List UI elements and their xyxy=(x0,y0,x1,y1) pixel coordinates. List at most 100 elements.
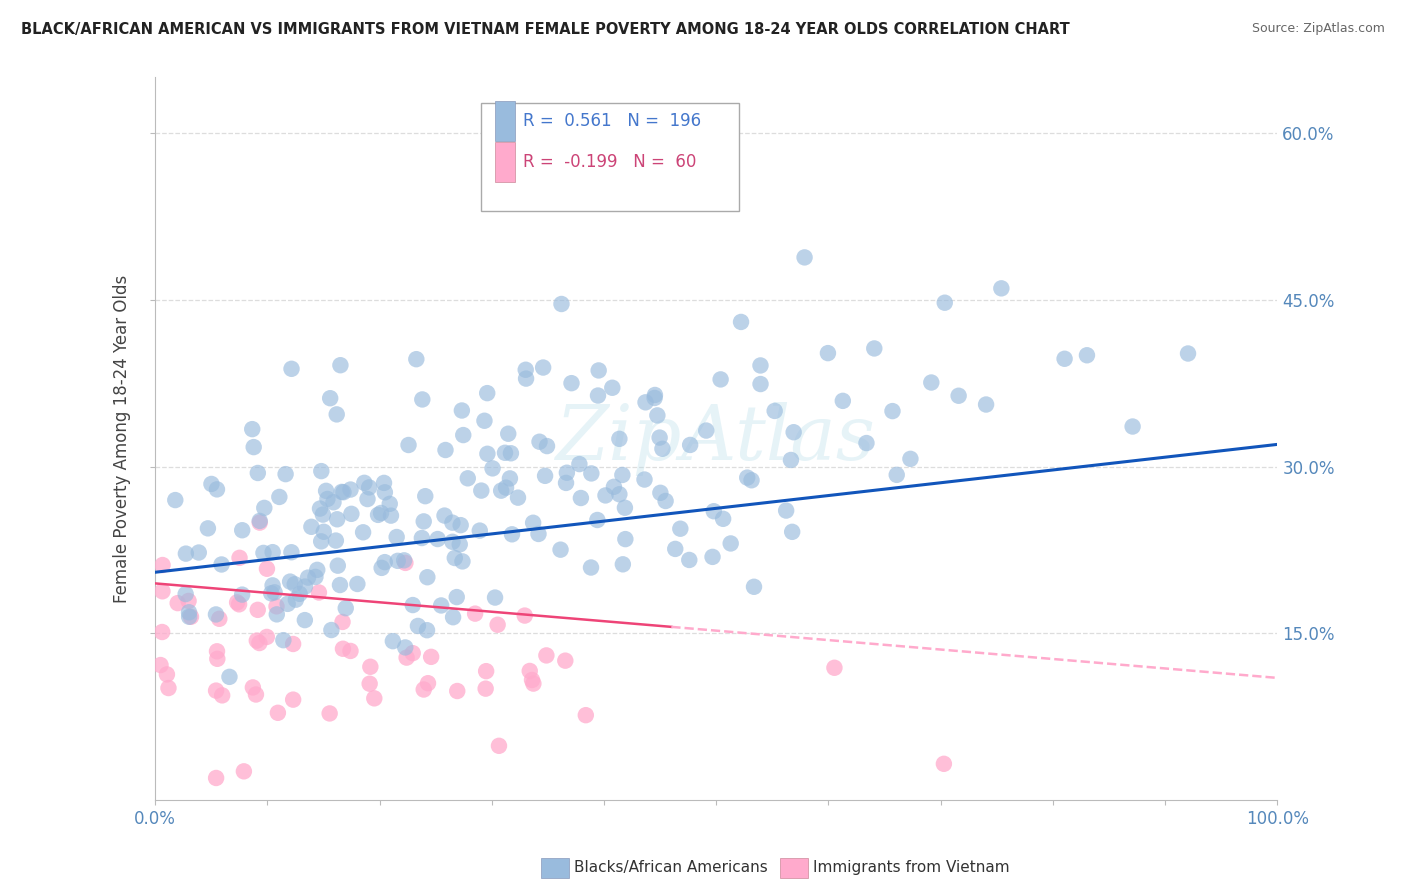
Point xyxy=(520,673,543,687)
Point xyxy=(392,553,415,567)
Point xyxy=(823,661,845,675)
Point xyxy=(297,571,319,585)
Point xyxy=(165,493,187,508)
Point xyxy=(763,404,786,418)
Point xyxy=(157,681,180,695)
Point xyxy=(534,468,557,483)
Point xyxy=(579,560,602,574)
Point xyxy=(262,578,284,592)
Point xyxy=(253,500,276,515)
Point xyxy=(294,613,316,627)
Point xyxy=(486,617,509,632)
Point xyxy=(470,483,492,498)
Point xyxy=(231,588,253,602)
Point xyxy=(152,584,174,599)
Point xyxy=(309,501,332,516)
Point xyxy=(269,490,291,504)
Point xyxy=(464,607,486,621)
Point xyxy=(633,473,655,487)
Point xyxy=(450,518,472,533)
Point xyxy=(378,497,401,511)
Point xyxy=(495,481,517,495)
Point xyxy=(586,388,609,402)
Point xyxy=(312,524,335,539)
Point xyxy=(499,446,522,460)
Point xyxy=(974,397,997,411)
Point xyxy=(273,633,295,648)
Point xyxy=(174,547,197,561)
Point xyxy=(855,436,877,450)
FancyBboxPatch shape xyxy=(495,102,516,141)
Point xyxy=(205,771,228,785)
Point xyxy=(246,633,269,648)
Point xyxy=(387,554,409,568)
Point xyxy=(152,558,174,572)
Point xyxy=(609,487,631,501)
Point xyxy=(920,376,942,390)
Point xyxy=(246,466,269,480)
Point xyxy=(613,500,636,515)
Point xyxy=(730,315,752,329)
Point xyxy=(488,739,510,753)
Point xyxy=(612,558,634,572)
Point xyxy=(262,545,284,559)
Point xyxy=(433,508,456,523)
Point xyxy=(299,520,322,534)
Point xyxy=(446,684,468,698)
Point xyxy=(315,483,337,498)
Point xyxy=(644,388,666,402)
Point xyxy=(228,550,250,565)
Point xyxy=(174,587,197,601)
Point xyxy=(434,442,457,457)
Point xyxy=(669,522,692,536)
Point xyxy=(330,484,353,499)
Point xyxy=(711,512,734,526)
Point xyxy=(246,603,269,617)
Point xyxy=(207,652,229,666)
Point xyxy=(205,483,228,497)
Point xyxy=(586,513,609,527)
Point xyxy=(519,664,541,678)
Point xyxy=(395,650,418,665)
Point xyxy=(316,491,339,506)
Point xyxy=(506,491,529,505)
Point xyxy=(474,681,496,696)
Point xyxy=(710,372,733,386)
Point xyxy=(1053,351,1076,366)
Point xyxy=(720,536,742,550)
Point xyxy=(990,281,1012,295)
Point xyxy=(501,527,523,541)
Point xyxy=(513,608,536,623)
Y-axis label: Female Poverty Among 18-24 Year Olds: Female Poverty Among 18-24 Year Olds xyxy=(114,275,131,603)
Point xyxy=(496,426,519,441)
Point xyxy=(218,670,240,684)
Point xyxy=(416,570,439,584)
Point xyxy=(634,395,657,409)
Point xyxy=(205,607,228,622)
Point xyxy=(326,512,349,526)
Point xyxy=(249,516,271,530)
Point xyxy=(430,599,453,613)
Point xyxy=(284,577,307,591)
Point xyxy=(900,451,922,466)
Point xyxy=(240,422,263,436)
Point xyxy=(332,615,354,629)
Point xyxy=(374,555,396,569)
Point xyxy=(451,428,474,442)
Point xyxy=(775,503,797,517)
Point xyxy=(283,692,305,706)
Point xyxy=(1177,346,1199,360)
Point xyxy=(309,534,332,549)
Point xyxy=(416,623,439,637)
Point xyxy=(1122,419,1144,434)
Point xyxy=(536,648,558,663)
Point xyxy=(477,386,499,401)
Point xyxy=(312,508,335,522)
Point xyxy=(741,473,763,487)
Point xyxy=(346,577,368,591)
Point xyxy=(406,619,429,633)
Point xyxy=(252,546,274,560)
Point xyxy=(474,414,496,428)
Point xyxy=(595,488,617,502)
Point xyxy=(560,376,582,391)
